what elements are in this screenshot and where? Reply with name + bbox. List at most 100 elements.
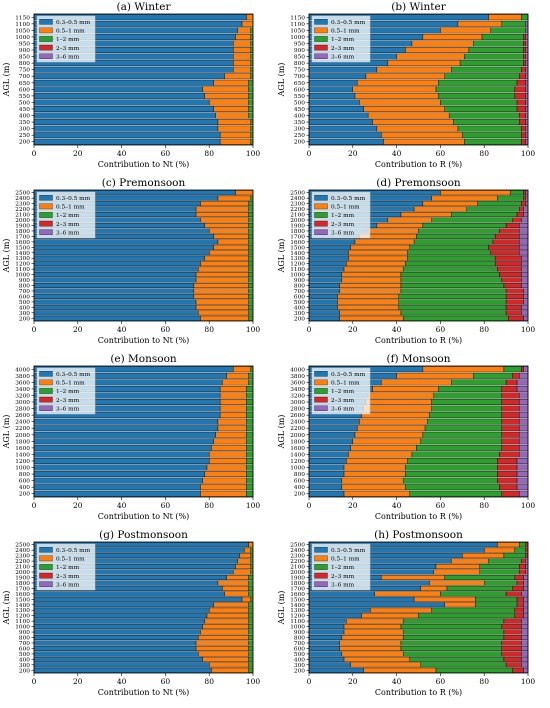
legend-swatch	[39, 27, 53, 34]
x-tick-label: 60	[161, 149, 171, 158]
bar-segment	[370, 607, 432, 613]
panel-g-postmonsoon-nt: (g) Postmonsoon 200 300 400 500 600 700 800 900 1…	[0, 528, 275, 704]
legend-swatch	[39, 212, 53, 218]
bars	[308, 14, 529, 145]
y-tick-label: 600	[19, 646, 30, 652]
bar-segment	[248, 293, 254, 299]
bar-segment	[444, 73, 520, 80]
bar-segment	[475, 602, 518, 608]
y-tick-label: 1000	[15, 35, 30, 41]
bar-segment	[246, 399, 254, 405]
chart-title: (d) Premonsoon	[376, 177, 461, 189]
y-tick-label: 1600	[15, 446, 30, 452]
bar-segment	[407, 255, 496, 261]
bar-segment	[422, 366, 505, 373]
bar-segment	[521, 132, 527, 139]
bar-segment	[446, 585, 513, 591]
bar-segment	[523, 299, 529, 305]
legend-swatch	[314, 379, 328, 386]
bar-segment	[204, 471, 247, 478]
y-tick-label: 1600	[15, 240, 30, 246]
y-tick-label: 300	[19, 127, 30, 133]
bar-segment	[503, 283, 522, 289]
bar-segment	[213, 244, 249, 250]
bar-segment	[308, 132, 382, 139]
bar-segment	[206, 613, 249, 619]
x-axis-label: Contribution to R (%)	[375, 336, 462, 345]
y-tick-label: 1300	[290, 256, 305, 262]
bar-segment	[248, 261, 254, 267]
bar-segment	[523, 613, 529, 619]
bar-segment	[33, 125, 219, 132]
y-tick-label: 550	[294, 94, 305, 100]
bar-segment	[248, 206, 254, 212]
y-tick-label: 400	[19, 114, 30, 120]
bar-segment	[477, 201, 522, 207]
bar-segment	[413, 596, 476, 602]
bar-segment	[33, 79, 214, 86]
bar-segment	[248, 222, 254, 228]
legend-label: 0.3–0.5 mm	[56, 548, 91, 554]
bar-segment	[503, 618, 522, 624]
y-axis-label: AGL (m)	[2, 591, 11, 626]
bar-segment	[427, 418, 502, 425]
bar-segment	[33, 73, 225, 80]
y-tick-label: 1800	[290, 581, 305, 587]
bar-segment	[246, 464, 254, 471]
y-tick-label: 750	[19, 68, 30, 74]
y-tick-label: 900	[294, 48, 305, 54]
bar-segment	[308, 438, 353, 445]
bar-segment	[438, 79, 518, 86]
bar-segment	[33, 591, 225, 597]
y-tick-label: 550	[19, 94, 30, 100]
legend-swatch	[314, 564, 328, 570]
legend-swatch	[314, 371, 328, 377]
bar-segment	[33, 293, 195, 299]
bar-segment	[352, 438, 421, 445]
y-tick-label: 2000	[15, 570, 30, 576]
bar-segment	[33, 438, 214, 445]
y-tick-label: 1150	[15, 15, 30, 21]
bar-segment	[33, 261, 201, 267]
bar-segment	[219, 138, 252, 145]
y-tick-label: 250	[19, 133, 30, 139]
bar-segment	[308, 125, 378, 132]
bar-segment	[33, 66, 234, 73]
x-tick-label: 20	[73, 149, 83, 158]
bar-segment	[246, 425, 254, 432]
bar-segment	[405, 261, 496, 267]
x-tick-label: 20	[73, 325, 83, 334]
panel-d-svg: (d) Premonsoon20030040050060070080090010…	[277, 177, 535, 345]
x-tick-label: 0	[307, 501, 312, 510]
legend-label: 0.5–1 mm	[56, 205, 85, 211]
y-tick-label: 1300	[290, 608, 305, 614]
y-tick-label: 2200	[290, 559, 305, 565]
bar-segment	[400, 310, 507, 316]
bar-segment	[374, 591, 441, 597]
y-tick-label: 1200	[290, 262, 305, 268]
bar-segment	[475, 596, 518, 602]
x-tick-label: 80	[479, 325, 489, 334]
bar-segment	[308, 624, 345, 630]
bar-segment	[396, 372, 474, 379]
bar-segment	[195, 304, 249, 310]
x-axis-label: Contribution to Nt (%)	[98, 160, 189, 169]
bar-segment	[308, 618, 347, 624]
y-tick-label: 1200	[290, 614, 305, 620]
y-tick-label: 1500	[290, 597, 305, 603]
legend-swatch	[314, 547, 328, 553]
bar-segment	[359, 418, 428, 425]
bar-segment	[497, 458, 518, 464]
bar-segment	[248, 629, 254, 635]
bar-segment	[200, 490, 247, 497]
bar-segment	[501, 418, 520, 425]
bar-segment	[33, 635, 199, 641]
legend-swatch	[314, 396, 328, 403]
bar-segment	[521, 272, 529, 278]
bar-segment	[33, 239, 219, 245]
bar-segment	[501, 640, 522, 646]
legend-label: 2–3 mm	[56, 222, 80, 228]
bar-segment	[409, 656, 505, 662]
bar-segment	[248, 574, 254, 580]
bar-segment	[490, 250, 520, 256]
